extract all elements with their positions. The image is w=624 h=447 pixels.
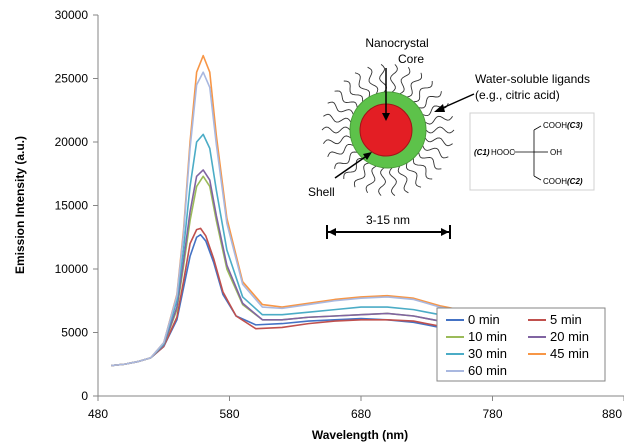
core-label-line2: Core — [398, 52, 424, 66]
legend-label: 30 min — [468, 346, 507, 361]
ligand-chain — [353, 162, 370, 188]
chem-hooc-label: HOOC — [491, 148, 515, 157]
ligand-chain — [327, 101, 354, 115]
citric-acid-structure: (C1) HOOC OH COOH (C3) COOH (C2) — [474, 121, 583, 186]
chemical-structure-box — [469, 112, 595, 191]
series-line-60-min — [111, 71, 454, 367]
shell-label: Shell — [308, 185, 335, 199]
series-line-20-min — [111, 169, 454, 367]
ligand-chains — [321, 64, 455, 196]
ligand-chain — [418, 91, 442, 109]
ligand-chain — [425, 126, 455, 134]
ligand-chain — [323, 135, 352, 145]
series-line-10-min — [111, 175, 454, 367]
ligand-pointer-arrowhead — [434, 104, 445, 112]
ligand-chain — [418, 152, 442, 170]
tick-labels: 480 580 680 780 880 0 5000 10000 15000 20000 25000… — [55, 8, 624, 421]
y-tick-label: 25000 — [55, 72, 89, 86]
core-pointer-arrowhead — [382, 113, 390, 121]
legend-label: 0 min — [468, 312, 500, 327]
nanocrystal-illustration: Nanocrystal Core Water-soluble ligands (… — [308, 36, 595, 239]
chem-bond-bottom — [533, 175, 542, 181]
ligand-chain — [424, 115, 453, 125]
ligand-chain — [343, 157, 363, 179]
ligand-chain — [334, 90, 358, 108]
ligand-chain — [405, 162, 422, 188]
ligand-chain — [424, 137, 453, 147]
x-tick-label: 680 — [351, 407, 371, 421]
legend-box — [436, 307, 606, 382]
ligand-chain — [399, 67, 411, 95]
size-bar-right-arrowhead — [441, 228, 449, 236]
legend-items: 0 min 5 min 10 min 20 min 30 min 45 min 60 min — [446, 312, 589, 378]
size-label: 3-15 nm — [366, 213, 410, 227]
chem-cooh-top-label: COOH — [543, 121, 567, 130]
ligand-chain — [397, 165, 409, 194]
ligand-chain — [321, 126, 351, 134]
series-group — [111, 54, 454, 367]
legend-label: 20 min — [550, 329, 589, 344]
ligand-chain — [327, 143, 354, 157]
legend: 0 min 5 min 10 min 20 min 30 min 45 min 60 min — [436, 307, 606, 382]
ligand-chain — [406, 72, 423, 98]
chem-c3-label: (C3) — [567, 121, 583, 130]
shell-pointer-arrowhead — [363, 152, 372, 160]
ligand-chain — [343, 80, 364, 102]
x-tick-label: 880 — [602, 407, 622, 421]
ligand-chain — [412, 158, 433, 180]
ligand-chain — [422, 145, 449, 159]
y-tick-label: 30000 — [55, 8, 89, 22]
y-tick-label: 5000 — [61, 326, 88, 340]
ligand-chain — [390, 64, 398, 93]
x-tick-label: 580 — [219, 407, 239, 421]
core-label-line1: Nanocrystal — [365, 36, 428, 50]
ligand-chain — [413, 81, 433, 103]
y-tick-label: 15000 — [55, 199, 89, 213]
ligand-chain — [323, 113, 352, 123]
ligand-chain — [365, 165, 377, 193]
chem-c2-label: (C2) — [567, 177, 583, 186]
x-tick-label: 780 — [482, 407, 502, 421]
size-bar-left-arrowhead — [328, 228, 336, 236]
ligand-chain — [334, 151, 358, 169]
shell-pointer-line — [334, 154, 369, 179]
y-tick-label: 20000 — [55, 135, 89, 149]
legend-label: 45 min — [550, 346, 589, 361]
y-tick-label: 10000 — [55, 262, 89, 276]
ligand-chain — [367, 66, 379, 95]
ligand-label-line1: Water-soluble ligands — [475, 72, 590, 86]
legend-label: 10 min — [468, 329, 507, 344]
ligand-pointer-line — [437, 93, 475, 111]
ligand-chain — [422, 103, 449, 117]
x-tick-label: 480 — [88, 407, 108, 421]
chem-c1-label: (C1) — [474, 148, 490, 157]
ligand-chain — [354, 72, 371, 98]
legend-label: 5 min — [550, 312, 582, 327]
series-line-30-min — [111, 133, 454, 367]
chem-cooh-bottom-label: COOH — [543, 177, 567, 186]
legend-label: 60 min — [468, 363, 507, 378]
ligand-chain — [378, 167, 386, 196]
chem-oh-label: OH — [550, 148, 562, 157]
y-axis-title: Emission Intensity (a.u.) — [13, 136, 27, 274]
x-axis-title: Wavelength (nm) — [312, 428, 408, 442]
chem-bond-top — [533, 125, 542, 131]
ligand-chain — [389, 167, 397, 196]
y-tick-label: 0 — [81, 389, 88, 403]
ligand-label-line2: (e.g., citric acid) — [475, 88, 560, 102]
